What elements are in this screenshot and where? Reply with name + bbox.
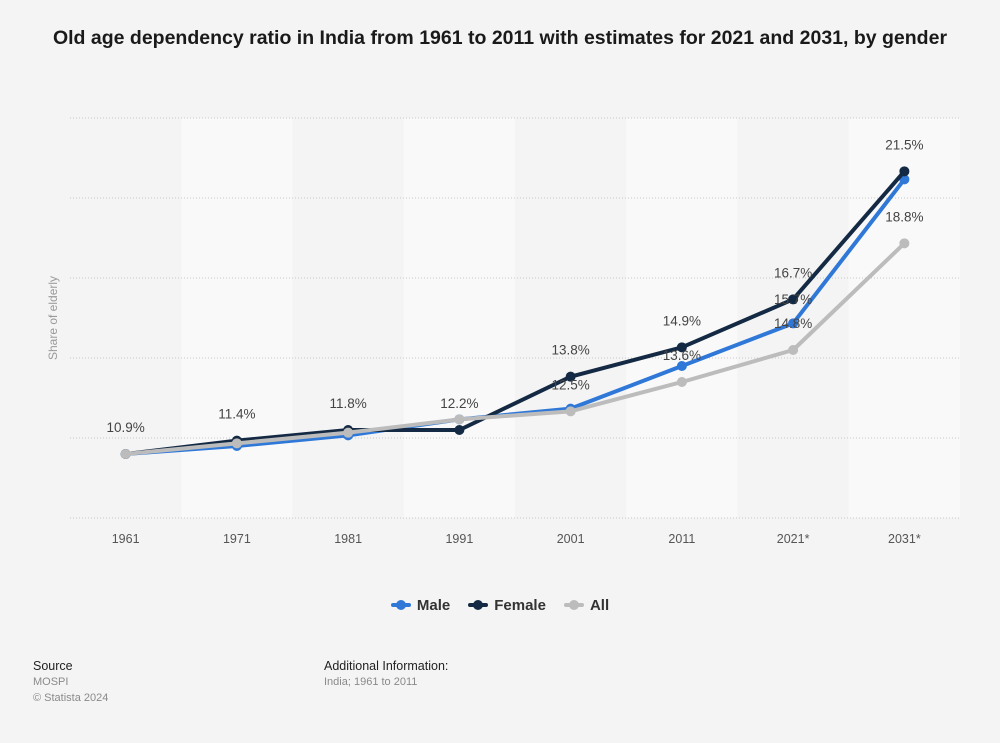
data-label: 11.4% — [218, 407, 255, 422]
data-label: 13.8% — [551, 343, 589, 358]
data-point-all[interactable] — [120, 449, 131, 459]
data-labels: 10.9% 11.4% 11.8% 12.2% 13.8% 14.9% 16.7% 21.5%… — [106, 137, 923, 435]
gridlines — [70, 117, 960, 519]
data-label: 12.2% — [440, 396, 478, 411]
x-axis-ticks: 1961 1971 1981 1991 2001 2011 2021* 2031* — [112, 532, 921, 546]
legend-item-all[interactable]: All — [563, 595, 610, 615]
series-lines — [120, 166, 910, 459]
copyright: © Statista 2024 — [33, 692, 109, 704]
data-label: 11.8% — [329, 396, 366, 411]
column-band — [626, 118, 738, 518]
x-tick-label: 2021* — [777, 532, 810, 546]
y-axis-label: Share of elderly — [46, 276, 60, 360]
x-tick-label: 2011 — [668, 532, 695, 546]
data-label: 18.8% — [885, 209, 923, 224]
line-chart: 1961 1971 1981 1991 2001 2011 2021* 2031* Share… — [46, 117, 960, 546]
column-band — [403, 118, 515, 518]
data-point-female[interactable] — [788, 294, 799, 305]
legend-label-female: Female — [494, 596, 546, 614]
data-point-all[interactable] — [788, 345, 799, 355]
additional-info-heading: Additional Information: — [324, 659, 449, 673]
source-name[interactable]: MOSPI — [33, 676, 69, 688]
data-label: 13.6% — [663, 348, 701, 363]
data-point-all[interactable] — [899, 238, 910, 249]
legend-item-female[interactable]: Female — [468, 595, 546, 615]
data-point-all[interactable] — [565, 406, 576, 417]
data-label: 12.5% — [551, 377, 589, 392]
column-bands — [181, 118, 960, 518]
additional-info-block: Additional Information: India; 1961 to 2… — [324, 658, 448, 690]
additional-info-text: India; 1961 to 2011 — [324, 676, 418, 688]
x-tick-label: 1961 — [112, 532, 140, 546]
column-band — [848, 118, 960, 518]
data-point-female[interactable] — [676, 342, 687, 353]
legend-item-male[interactable]: Male — [390, 595, 451, 615]
data-point-all[interactable] — [454, 414, 465, 425]
x-tick-label: 1981 — [334, 532, 362, 546]
source-block: Source MOSPI © Statista 2024 — [33, 658, 108, 706]
data-point-female[interactable] — [899, 166, 910, 177]
data-point-all[interactable] — [676, 377, 687, 387]
series-line-all — [123, 241, 907, 456]
data-point-male[interactable] — [676, 361, 687, 371]
data-point-all[interactable] — [343, 427, 354, 438]
legend-marker-male — [390, 595, 411, 615]
column-band — [181, 118, 293, 518]
x-tick-label: 1971 — [223, 532, 251, 546]
series-line-female — [123, 169, 907, 456]
legend-marker-all — [563, 595, 584, 615]
legend-label-male: Male — [416, 596, 451, 614]
x-tick-label: 1991 — [445, 532, 473, 546]
chart-title: Old age dependency ratio in India from 1… — [52, 27, 948, 49]
data-label: 14.8% — [774, 316, 812, 331]
data-point-male[interactable] — [788, 318, 799, 329]
data-point-female[interactable] — [454, 425, 465, 435]
data-point-all[interactable] — [231, 438, 242, 449]
legend-label-all: All — [589, 596, 610, 614]
legend-marker-female — [468, 595, 489, 615]
data-label: 10.9% — [106, 420, 144, 435]
x-tick-label: 2031* — [888, 532, 921, 546]
data-point-female[interactable] — [565, 371, 576, 382]
source-heading: Source — [33, 659, 73, 673]
x-tick-label: 2001 — [557, 532, 585, 546]
data-label: 16.7% — [774, 265, 812, 280]
data-label: 15.7% — [774, 292, 812, 307]
data-label: 14.9% — [663, 313, 701, 328]
legend: Male Female All — [0, 595, 1000, 615]
data-label: 21.5% — [885, 137, 923, 152]
